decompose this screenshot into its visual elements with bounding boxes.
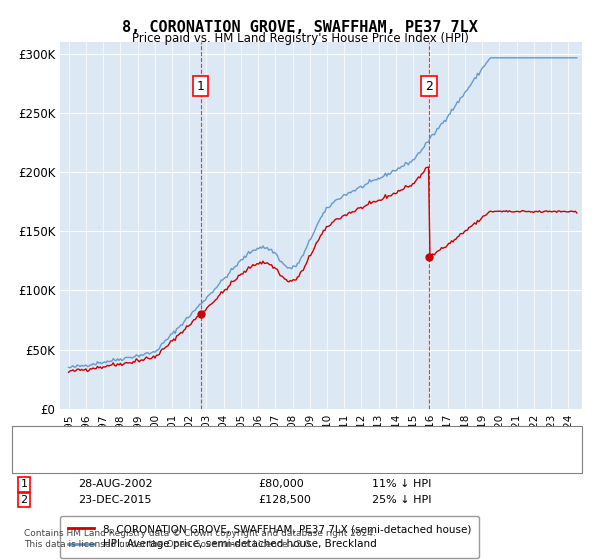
Text: 2: 2 bbox=[425, 80, 433, 92]
Text: 1: 1 bbox=[197, 80, 205, 92]
Legend: 8, CORONATION GROVE, SWAFFHAM, PE37 7LX (semi-detached house), HPI: Average pric: 8, CORONATION GROVE, SWAFFHAM, PE37 7LX … bbox=[60, 516, 479, 558]
Text: Price paid vs. HM Land Registry's House Price Index (HPI): Price paid vs. HM Land Registry's House … bbox=[131, 32, 469, 45]
Text: 1: 1 bbox=[20, 479, 28, 489]
Text: Contains HM Land Registry data © Crown copyright and database right 2024.
This d: Contains HM Land Registry data © Crown c… bbox=[24, 529, 376, 549]
Text: 28-AUG-2002: 28-AUG-2002 bbox=[78, 479, 152, 489]
Text: £80,000: £80,000 bbox=[258, 479, 304, 489]
Text: 2: 2 bbox=[20, 495, 28, 505]
Text: 8, CORONATION GROVE, SWAFFHAM, PE37 7LX (semi-detached house): 8, CORONATION GROVE, SWAFFHAM, PE37 7LX … bbox=[78, 435, 446, 445]
Text: 23-DEC-2015: 23-DEC-2015 bbox=[78, 495, 151, 505]
Text: HPI: Average price, semi-detached house, Breckland: HPI: Average price, semi-detached house,… bbox=[78, 450, 352, 460]
Text: 8, CORONATION GROVE, SWAFFHAM, PE37 7LX: 8, CORONATION GROVE, SWAFFHAM, PE37 7LX bbox=[122, 20, 478, 35]
Text: ─────: ───── bbox=[36, 433, 74, 446]
Text: £128,500: £128,500 bbox=[258, 495, 311, 505]
Text: 25% ↓ HPI: 25% ↓ HPI bbox=[372, 495, 431, 505]
Text: ─────: ───── bbox=[36, 448, 74, 461]
Text: 11% ↓ HPI: 11% ↓ HPI bbox=[372, 479, 431, 489]
